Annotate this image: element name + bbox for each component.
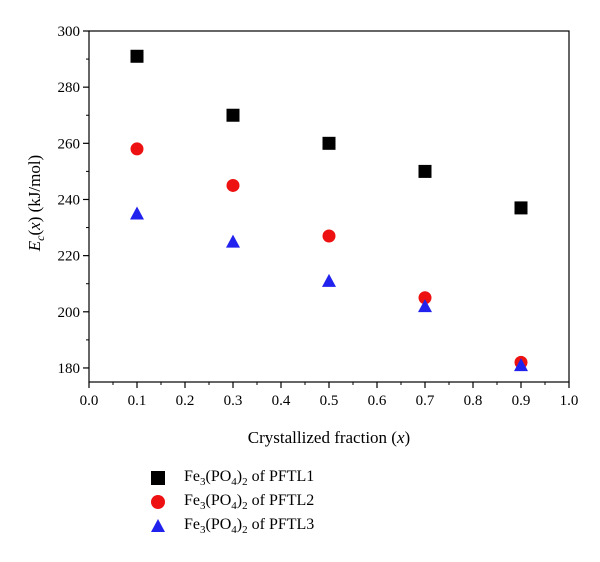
point-series1 <box>322 136 336 150</box>
legend-item-pftl2: Fe3(PO4)2 of PFTL2 <box>150 490 314 514</box>
legend-label: Fe3(PO4)2 of PFTL3 <box>184 515 315 537</box>
point-series1 <box>418 164 432 178</box>
x-tick-label: 0.4 <box>272 393 291 409</box>
x-tick-label: 0.5 <box>320 393 339 409</box>
y-tick-label: 280 <box>58 80 81 96</box>
triangle-marker-icon <box>150 516 180 536</box>
legend-item-pftl3: Fe3(PO4)2 of PFTL3 <box>150 514 314 538</box>
x-axis-title: Crystallized fraction (x) <box>248 428 410 447</box>
y-tick-label: 180 <box>58 361 81 377</box>
point-series3 <box>130 206 144 220</box>
y-tick-label: 300 <box>58 24 81 40</box>
x-tick-label: 0.1 <box>128 393 147 409</box>
plot-frame <box>88 30 570 383</box>
point-series2 <box>226 178 240 192</box>
point-series2 <box>322 229 336 243</box>
legend: Fe3(PO4)2 of PFTL1 Fe3(PO4)2 of PFTL2 Fe… <box>150 466 314 538</box>
ticks: 0.0 0.1 0.2 0.3 0.4 0.5 0.6 0.7 0.8 0.9 1.0 180 200 2… <box>58 24 579 409</box>
point-series3 <box>418 299 432 313</box>
square-marker-icon <box>150 468 180 488</box>
x-tick-label: 0.7 <box>416 393 435 409</box>
point-series3 <box>514 358 528 372</box>
x-tick-label: 1.0 <box>560 393 579 409</box>
data-points <box>130 49 528 372</box>
x-tick-label: 0.8 <box>464 393 483 409</box>
x-tick-label: 0.6 <box>368 393 387 409</box>
point-series3 <box>226 234 240 248</box>
axes <box>88 30 570 383</box>
point-series1 <box>130 49 144 63</box>
x-tick-label: 0.2 <box>176 393 195 409</box>
y-axis-title: Ec(x) (kJ/mol) <box>25 155 47 252</box>
point-series2 <box>418 291 432 305</box>
point-series3 <box>322 273 336 287</box>
x-tick-label: 0.9 <box>512 393 531 409</box>
circle-marker-icon <box>150 492 180 512</box>
point-series1 <box>226 108 240 122</box>
legend-label: Fe3(PO4)2 of PFTL1 <box>184 467 315 489</box>
x-tick-label: 0.0 <box>80 393 99 409</box>
y-tick-label: 260 <box>58 136 81 152</box>
y-tick-label: 240 <box>58 192 81 208</box>
y-tick-label: 220 <box>58 249 81 265</box>
point-series1 <box>514 201 528 215</box>
legend-label: Fe3(PO4)2 of PFTL2 <box>184 491 315 513</box>
y-tick-label: 200 <box>58 305 81 321</box>
legend-item-pftl1: Fe3(PO4)2 of PFTL1 <box>150 466 314 490</box>
x-tick-label: 0.3 <box>224 393 243 409</box>
point-series2 <box>130 142 144 156</box>
